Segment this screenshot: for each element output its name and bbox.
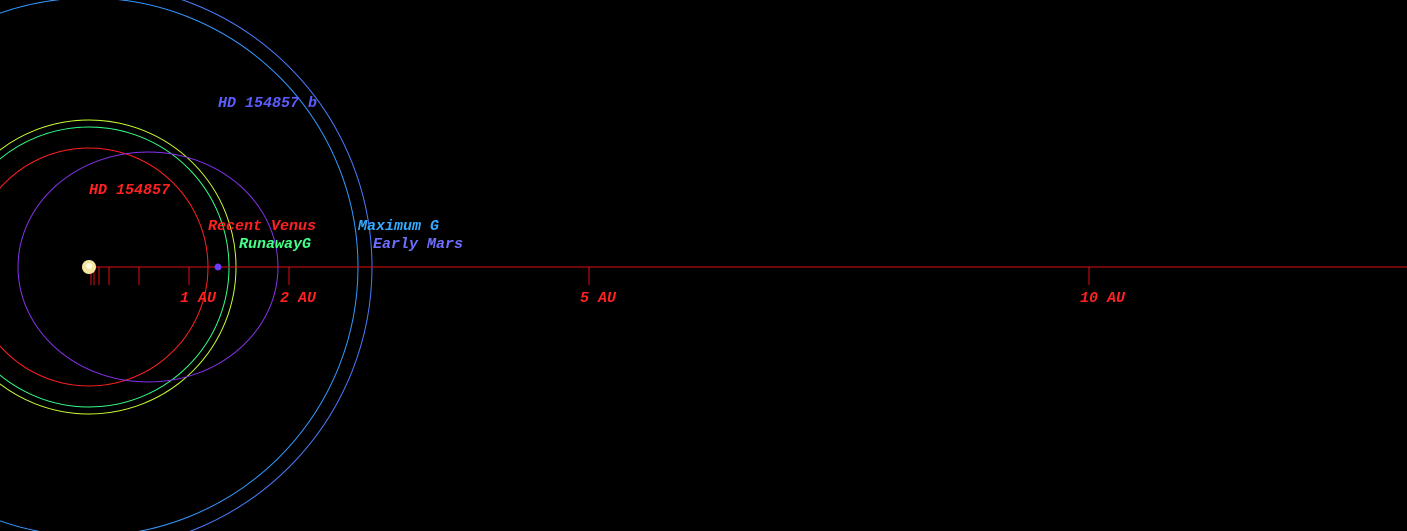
star-core xyxy=(86,263,92,269)
star-label: HD 154857 xyxy=(89,182,171,199)
axis-label: 1 AU xyxy=(180,290,217,307)
zone-label: Early Mars xyxy=(373,236,463,253)
zone-label: Maximum G xyxy=(357,218,439,235)
axis-label: 5 AU xyxy=(580,290,617,307)
zone-label: RunawayG xyxy=(239,236,311,253)
axis-label: 10 AU xyxy=(1080,290,1126,307)
planet xyxy=(214,263,222,271)
axis-label: 2 AU xyxy=(280,290,317,307)
planet-label: HD 154857 b xyxy=(218,95,317,112)
zone-label: Recent Venus xyxy=(208,218,316,235)
